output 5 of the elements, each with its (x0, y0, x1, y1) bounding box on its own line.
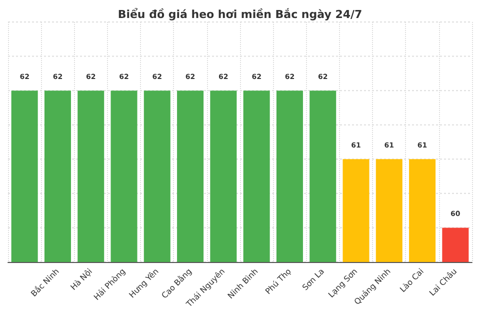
x-tick-label: Hà Nội (68, 266, 94, 292)
x-tick-label: Lào Cai (398, 266, 426, 294)
x-tick-label: Phú Thọ (264, 266, 293, 296)
x-tick-label: Sơn La (300, 266, 326, 292)
chart-title: Biểu đồ giá heo hơi miền Bắc ngày 24/7 (118, 7, 362, 21)
